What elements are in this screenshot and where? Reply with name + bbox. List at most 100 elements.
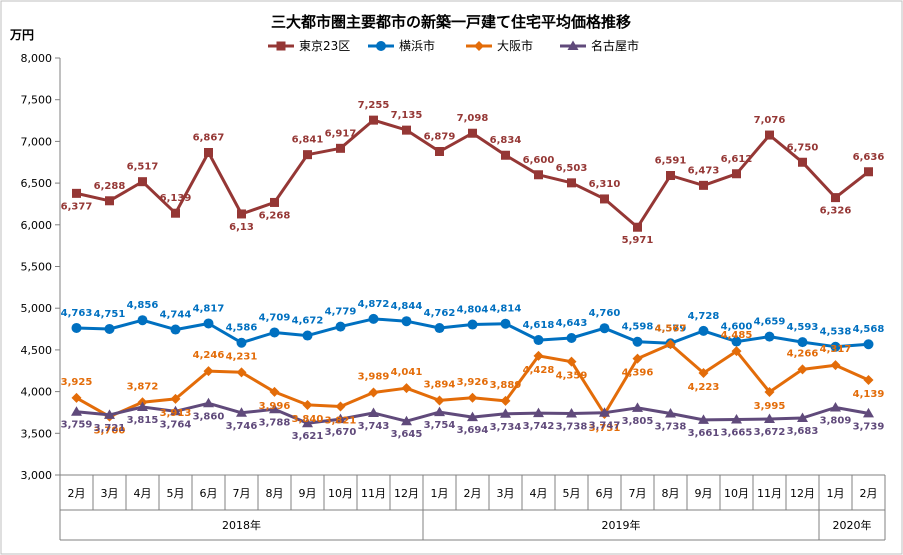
data-point <box>797 364 808 375</box>
data-label: 6,600 <box>523 155 555 166</box>
data-point <box>474 41 484 51</box>
data-point <box>72 188 81 198</box>
data-label: 3,788 <box>259 417 291 428</box>
y-tick-label: 4,000 <box>21 386 53 399</box>
data-point <box>567 40 579 50</box>
data-label: 3,683 <box>787 426 819 437</box>
y-tick-label: 6,000 <box>21 219 53 232</box>
data-label: 6,750 <box>787 142 819 153</box>
data-point <box>534 170 543 180</box>
data-label: 4,856 <box>127 300 159 311</box>
data-point <box>665 407 676 418</box>
data-point <box>567 178 576 188</box>
x-tick-label: 2月 <box>860 487 878 500</box>
legend-label: 東京23区 <box>299 39 350 53</box>
data-label: 3,894 <box>424 379 456 390</box>
x-tick-label: 2月 <box>464 487 482 500</box>
data-label: 3,989 <box>358 372 390 383</box>
data-label: 4,231 <box>226 351 258 362</box>
data-point <box>764 413 775 423</box>
data-label: 3,734 <box>490 422 522 433</box>
data-point <box>376 41 386 51</box>
data-label: 4,814 <box>490 304 522 315</box>
data-point <box>698 325 709 336</box>
x-tick-label: 4月 <box>134 487 152 500</box>
data-label: 6,879 <box>424 131 456 142</box>
data-label: 6,326 <box>820 206 852 217</box>
data-label: 4,567 <box>655 323 687 334</box>
chart-title: 三大都市圏主要都市の新築一戸建て住宅平均価格推移 <box>271 13 631 31</box>
data-point <box>71 322 82 333</box>
legend-item: 東京23区 <box>268 39 350 53</box>
data-point <box>137 401 148 412</box>
x-tick-label: 1月 <box>431 487 449 500</box>
data-point <box>500 408 511 418</box>
data-label: 3,872 <box>127 381 159 392</box>
data-point <box>797 412 808 423</box>
data-point <box>731 336 742 347</box>
y-tick-label: 7,500 <box>21 94 53 107</box>
data-point <box>731 346 742 357</box>
data-point <box>501 150 510 160</box>
data-point <box>434 323 445 334</box>
x-tick-label: 9月 <box>695 487 713 500</box>
y-tick-label: 3,000 <box>21 469 53 482</box>
series-2 <box>71 313 874 352</box>
data-point <box>764 331 775 342</box>
data-label: 5,971 <box>622 235 654 246</box>
data-point <box>401 316 412 327</box>
data-label: 4,568 <box>853 324 885 335</box>
data-label: 4,139 <box>853 389 885 400</box>
data-label: 3,926 <box>457 377 489 388</box>
data-label: 3,661 <box>688 428 720 439</box>
y-tick-label: 8,000 <box>21 52 53 65</box>
x-tick-label: 1月 <box>827 487 845 500</box>
data-point <box>863 375 874 386</box>
data-point <box>71 392 82 403</box>
x-tick-label: 10月 <box>724 487 749 500</box>
data-point <box>236 407 247 417</box>
y-tick-label: 5,000 <box>21 302 53 315</box>
data-point <box>830 341 841 352</box>
x-tick-label: 3月 <box>101 487 119 500</box>
data-point <box>137 315 148 326</box>
x-tick-label: 11月 <box>757 487 782 500</box>
data-point <box>798 157 807 167</box>
data-label: 3,742 <box>523 421 555 432</box>
x-tick-label: 11月 <box>361 487 386 500</box>
data-label: 3,694 <box>457 425 489 436</box>
data-point <box>764 387 775 398</box>
data-label: 6,867 <box>193 132 225 143</box>
data-point <box>138 177 147 187</box>
data-label: 3,721 <box>94 423 126 434</box>
data-point <box>335 321 346 332</box>
data-label: 3,759 <box>61 420 93 431</box>
data-point <box>368 387 379 398</box>
data-point <box>236 337 247 348</box>
data-point <box>698 368 709 379</box>
data-label: 4,763 <box>61 308 93 319</box>
data-label: 4,618 <box>523 320 555 331</box>
data-label: 4,751 <box>94 309 126 320</box>
data-label: 4,872 <box>358 299 390 310</box>
data-point <box>533 407 544 418</box>
data-point <box>435 146 444 156</box>
data-label: 7,135 <box>391 110 423 121</box>
data-point <box>599 323 610 334</box>
x-tick-label: 7月 <box>629 487 647 500</box>
data-point <box>468 128 477 138</box>
data-label: 3,738 <box>556 421 588 432</box>
data-label: 4,779 <box>325 307 357 318</box>
data-point <box>665 339 676 350</box>
data-label: 6,139 <box>160 193 192 204</box>
data-point <box>368 407 379 418</box>
data-point <box>303 150 312 160</box>
data-point <box>104 323 115 334</box>
x-tick-label: 7月 <box>233 487 251 500</box>
data-point <box>467 392 478 403</box>
data-label: 3,747 <box>589 421 621 432</box>
legend-label: 横浜市 <box>399 38 435 53</box>
data-point <box>368 313 379 324</box>
data-point <box>269 327 280 338</box>
data-label: 3,731 <box>589 423 621 434</box>
